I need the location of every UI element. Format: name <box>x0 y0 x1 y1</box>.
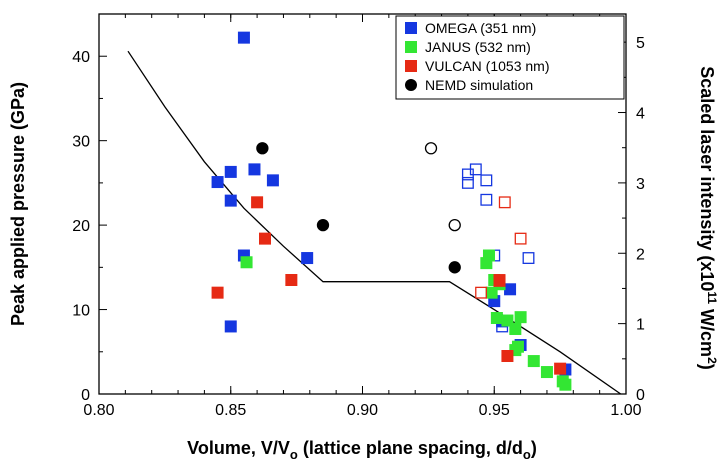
vulcan-open-point <box>493 274 506 286</box>
omega-point <box>237 31 250 44</box>
legend-marker-vulcan <box>405 60 417 72</box>
vulcan-open-point <box>498 196 511 209</box>
janus-point <box>509 322 522 335</box>
legend-box <box>395 15 625 100</box>
nemd-open-point <box>424 142 438 155</box>
omega-point <box>224 320 237 333</box>
omega-open-point <box>480 193 493 206</box>
y-tick-label: 20 <box>72 218 90 235</box>
x-tick-label: 1.00 <box>610 402 641 419</box>
legend-label-nemd: NEMD simulation <box>425 77 533 93</box>
janus-point <box>527 355 540 368</box>
vulcan-point <box>285 274 298 286</box>
y2-axis-title: Scaled laser intensity (x1011 W/cm2) <box>697 66 719 370</box>
y2-tick-label: 2 <box>636 246 645 263</box>
omega-point <box>248 163 261 176</box>
vulcan-point <box>211 286 224 299</box>
omega-point <box>224 194 237 207</box>
y2-tick-label: 1 <box>636 317 645 334</box>
janus-point <box>490 312 503 324</box>
x-tick-label: 0.95 <box>479 402 510 419</box>
y2-tick-label: 4 <box>636 106 645 123</box>
y-tick-label: 40 <box>72 49 90 66</box>
y-axis-title: Peak applied pressure (GPa) <box>8 82 28 326</box>
legend-marker-nemd <box>405 79 417 91</box>
janus-point <box>540 366 553 379</box>
vulcan-point <box>259 232 272 245</box>
x-tick-label: 0.90 <box>347 402 378 419</box>
janus-point <box>514 311 527 324</box>
y2-tick-label: 3 <box>636 176 645 193</box>
line-layer <box>127 50 622 395</box>
nemd-open-point <box>448 218 461 232</box>
x-tick-label: 0.80 <box>83 402 114 419</box>
vulcan-point <box>554 362 567 375</box>
omega-open-point <box>480 174 493 187</box>
omega-open-point <box>469 163 482 176</box>
omega-open-point <box>461 176 474 189</box>
omega-point <box>301 252 314 265</box>
legend-items: OMEGA (351 nm) JANUS (532 nm) VULCAN (1053… <box>405 20 550 93</box>
janus-point <box>485 286 498 299</box>
y2-tick-label: 0 <box>636 387 645 404</box>
janus-point <box>480 257 493 270</box>
janus-point <box>240 256 253 269</box>
y-tick-label: 30 <box>72 134 90 151</box>
nemd-point <box>448 261 461 274</box>
legend-label-vulcan: VULCAN (1053 nm) <box>425 58 550 74</box>
x-tick-label: 0.85 <box>215 402 246 419</box>
legend-label-janus: JANUS (532 nm) <box>425 39 531 55</box>
omega-point <box>504 283 517 296</box>
x-axis-title: Volume, V/Vo (lattice plane spacing, d/d… <box>187 438 537 462</box>
legend: OMEGA (351 nm) JANUS (532 nm) VULCAN (1053… <box>395 15 625 100</box>
omega-point <box>211 176 224 189</box>
omega-open-point <box>522 252 535 264</box>
vulcan-open-point <box>514 232 527 245</box>
omega-point <box>266 174 279 187</box>
legend-marker-janus <box>405 41 417 53</box>
legend-label-omega: OMEGA (351 nm) <box>425 20 536 36</box>
y-tick-label: 10 <box>72 303 90 320</box>
y2-tick-label: 5 <box>636 35 645 52</box>
legend-marker-omega <box>405 22 417 34</box>
y-tick-label: 0 <box>81 387 90 404</box>
vulcan-point <box>501 350 514 362</box>
nemd-point <box>316 218 330 232</box>
vulcan-point <box>251 196 264 209</box>
nemd-point <box>256 142 269 155</box>
janus-point <box>559 378 572 391</box>
janus-point <box>511 340 524 353</box>
vulcan-point <box>493 274 506 287</box>
vulcan-open-point <box>475 286 488 299</box>
omega-point <box>224 165 237 178</box>
points-layer <box>211 31 572 391</box>
model-curve <box>127 50 622 395</box>
